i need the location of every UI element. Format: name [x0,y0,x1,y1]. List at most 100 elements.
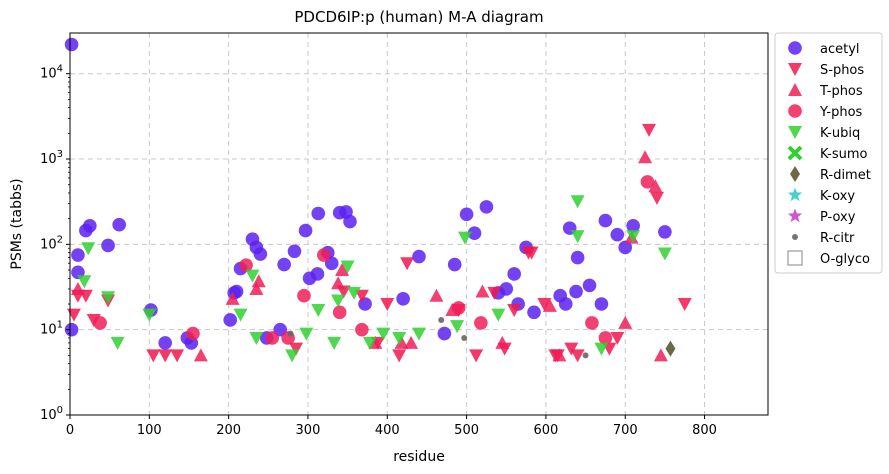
data-point [331,294,346,308]
data-point [239,258,253,272]
data-point [495,335,510,349]
data-point [618,240,633,255]
data-point [570,195,585,209]
data-point [626,230,641,244]
x-tick-label: 600 [533,423,558,438]
series-r-citr [287,316,589,359]
data-point [112,217,126,232]
grid-lines [70,33,768,415]
y-axis-label: PSMs (tabbs) [9,178,25,269]
data-point [450,320,465,334]
legend-label: O-glyco [820,252,870,267]
data-point [400,257,415,271]
legend-item: Y-phos [788,104,863,120]
data-point [251,274,266,288]
y-tick-label: 101 [40,320,63,338]
data-point [626,218,640,233]
data-point [340,260,355,274]
legend-label: acetyl [820,42,860,57]
series-k-ubiq [77,195,672,363]
data-point [335,263,350,277]
data-point [346,286,361,300]
legend-marker [787,145,803,161]
data-point [83,218,97,233]
data-point [142,308,157,322]
legend-label: T-phos [819,84,863,99]
x-axis-label: residue [393,449,445,465]
x-axis-ticks: 0 100 200 300 400 500 600 700 800 [66,415,717,438]
chart-title: PDCD6IP:p (human) M-A diagram [294,8,543,26]
data-point [193,348,208,362]
data-point [77,275,92,289]
legend-item: R-citr [792,231,855,246]
y-tick-label: 100 [40,405,63,423]
data-point [507,304,522,318]
x-tick-label: 400 [375,423,400,438]
data-point [491,308,506,322]
data-point [479,200,494,214]
data-point [542,298,557,312]
data-point [469,349,484,363]
data-point [64,322,79,337]
legend-label: R-dimet [820,168,871,183]
data-point [146,349,161,363]
data-point [570,230,585,244]
legend-label: Y-phos [819,105,863,120]
data-point [70,281,85,295]
data-point [158,336,172,350]
data-point [394,335,409,349]
data-point [665,340,676,357]
legend-item: acetyl [788,41,860,57]
legend-marker [787,187,803,202]
data-point [311,304,326,318]
data-point [429,288,444,302]
data-point [380,297,395,311]
data-point [412,327,426,341]
data-point [412,249,426,264]
x-tick-label: 700 [613,423,638,438]
legend-marker [787,208,803,223]
data-point [487,286,502,300]
legend-marker [788,83,802,96]
data-point [404,335,419,349]
data-point [474,316,488,330]
data-point [552,348,567,362]
legend-label: S-phos [820,63,864,78]
legend-item: S-phos [788,63,864,78]
data-point [297,288,311,303]
legend-marker [788,104,802,118]
legend-item: T-phos [788,83,863,99]
data-point [451,301,466,315]
x-tick-label: 800 [692,423,717,438]
data-point [582,278,597,293]
data-point [277,257,291,272]
data-point [233,308,248,322]
data-point [638,150,653,164]
legend-marker [787,250,803,266]
x-tick-label: 300 [296,423,321,438]
x-tick-label: 0 [66,423,74,438]
legend-marker [788,41,802,55]
legend-item: O-glyco [787,250,870,267]
legend-item: K-oxy [787,187,855,204]
data-point [499,282,514,296]
data-point [618,315,633,329]
data-point [585,316,599,330]
series-acetyl [64,37,672,350]
data-point [253,247,268,261]
legend-label: P-oxy [820,210,856,225]
data-point [317,248,331,262]
data-point [459,207,474,222]
y-axis-ticks: 100 101 102 103 104 [40,64,70,423]
data-point [64,37,79,52]
data-point [327,336,342,350]
y-tick-label: 103 [40,149,63,167]
data-point [392,349,407,363]
series-r-dimet [665,340,676,357]
data-point [101,291,116,305]
legend-label: K-sumo [820,147,868,162]
data-point [289,342,304,356]
data-point [93,316,107,330]
legend-item: K-ubiq [788,126,860,141]
